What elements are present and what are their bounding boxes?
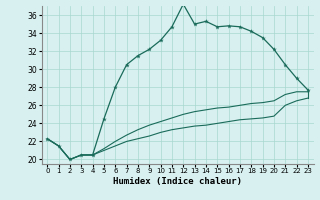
X-axis label: Humidex (Indice chaleur): Humidex (Indice chaleur) [113,177,242,186]
